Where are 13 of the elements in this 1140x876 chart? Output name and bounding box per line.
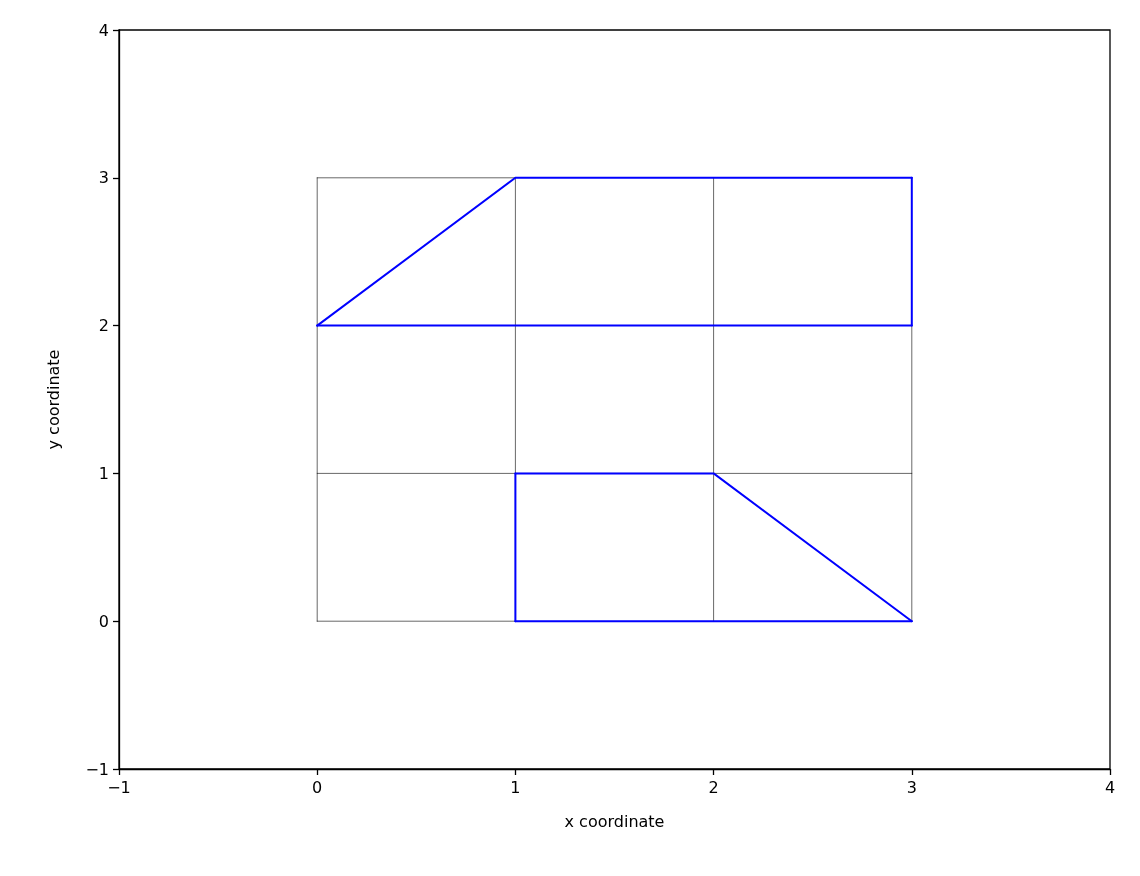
y-tick-label: 0 [98, 611, 109, 631]
y-tick-label: 4 [98, 20, 109, 40]
x-tick-label: 4 [1104, 777, 1116, 797]
y-tick-label: 2 [98, 316, 109, 336]
y-tick-label: 3 [98, 168, 109, 188]
x-tick-label: 1 [510, 777, 521, 797]
y-axis-title: y coordinate [43, 349, 63, 450]
x-tick-label: 0 [312, 777, 323, 797]
x-axis-title: x coordinate [564, 811, 665, 831]
y-tick-label: −1 [85, 759, 109, 779]
x-tick-label: 3 [906, 777, 917, 797]
y-tick-label: 1 [98, 463, 109, 483]
x-tick-label: 2 [708, 777, 719, 797]
